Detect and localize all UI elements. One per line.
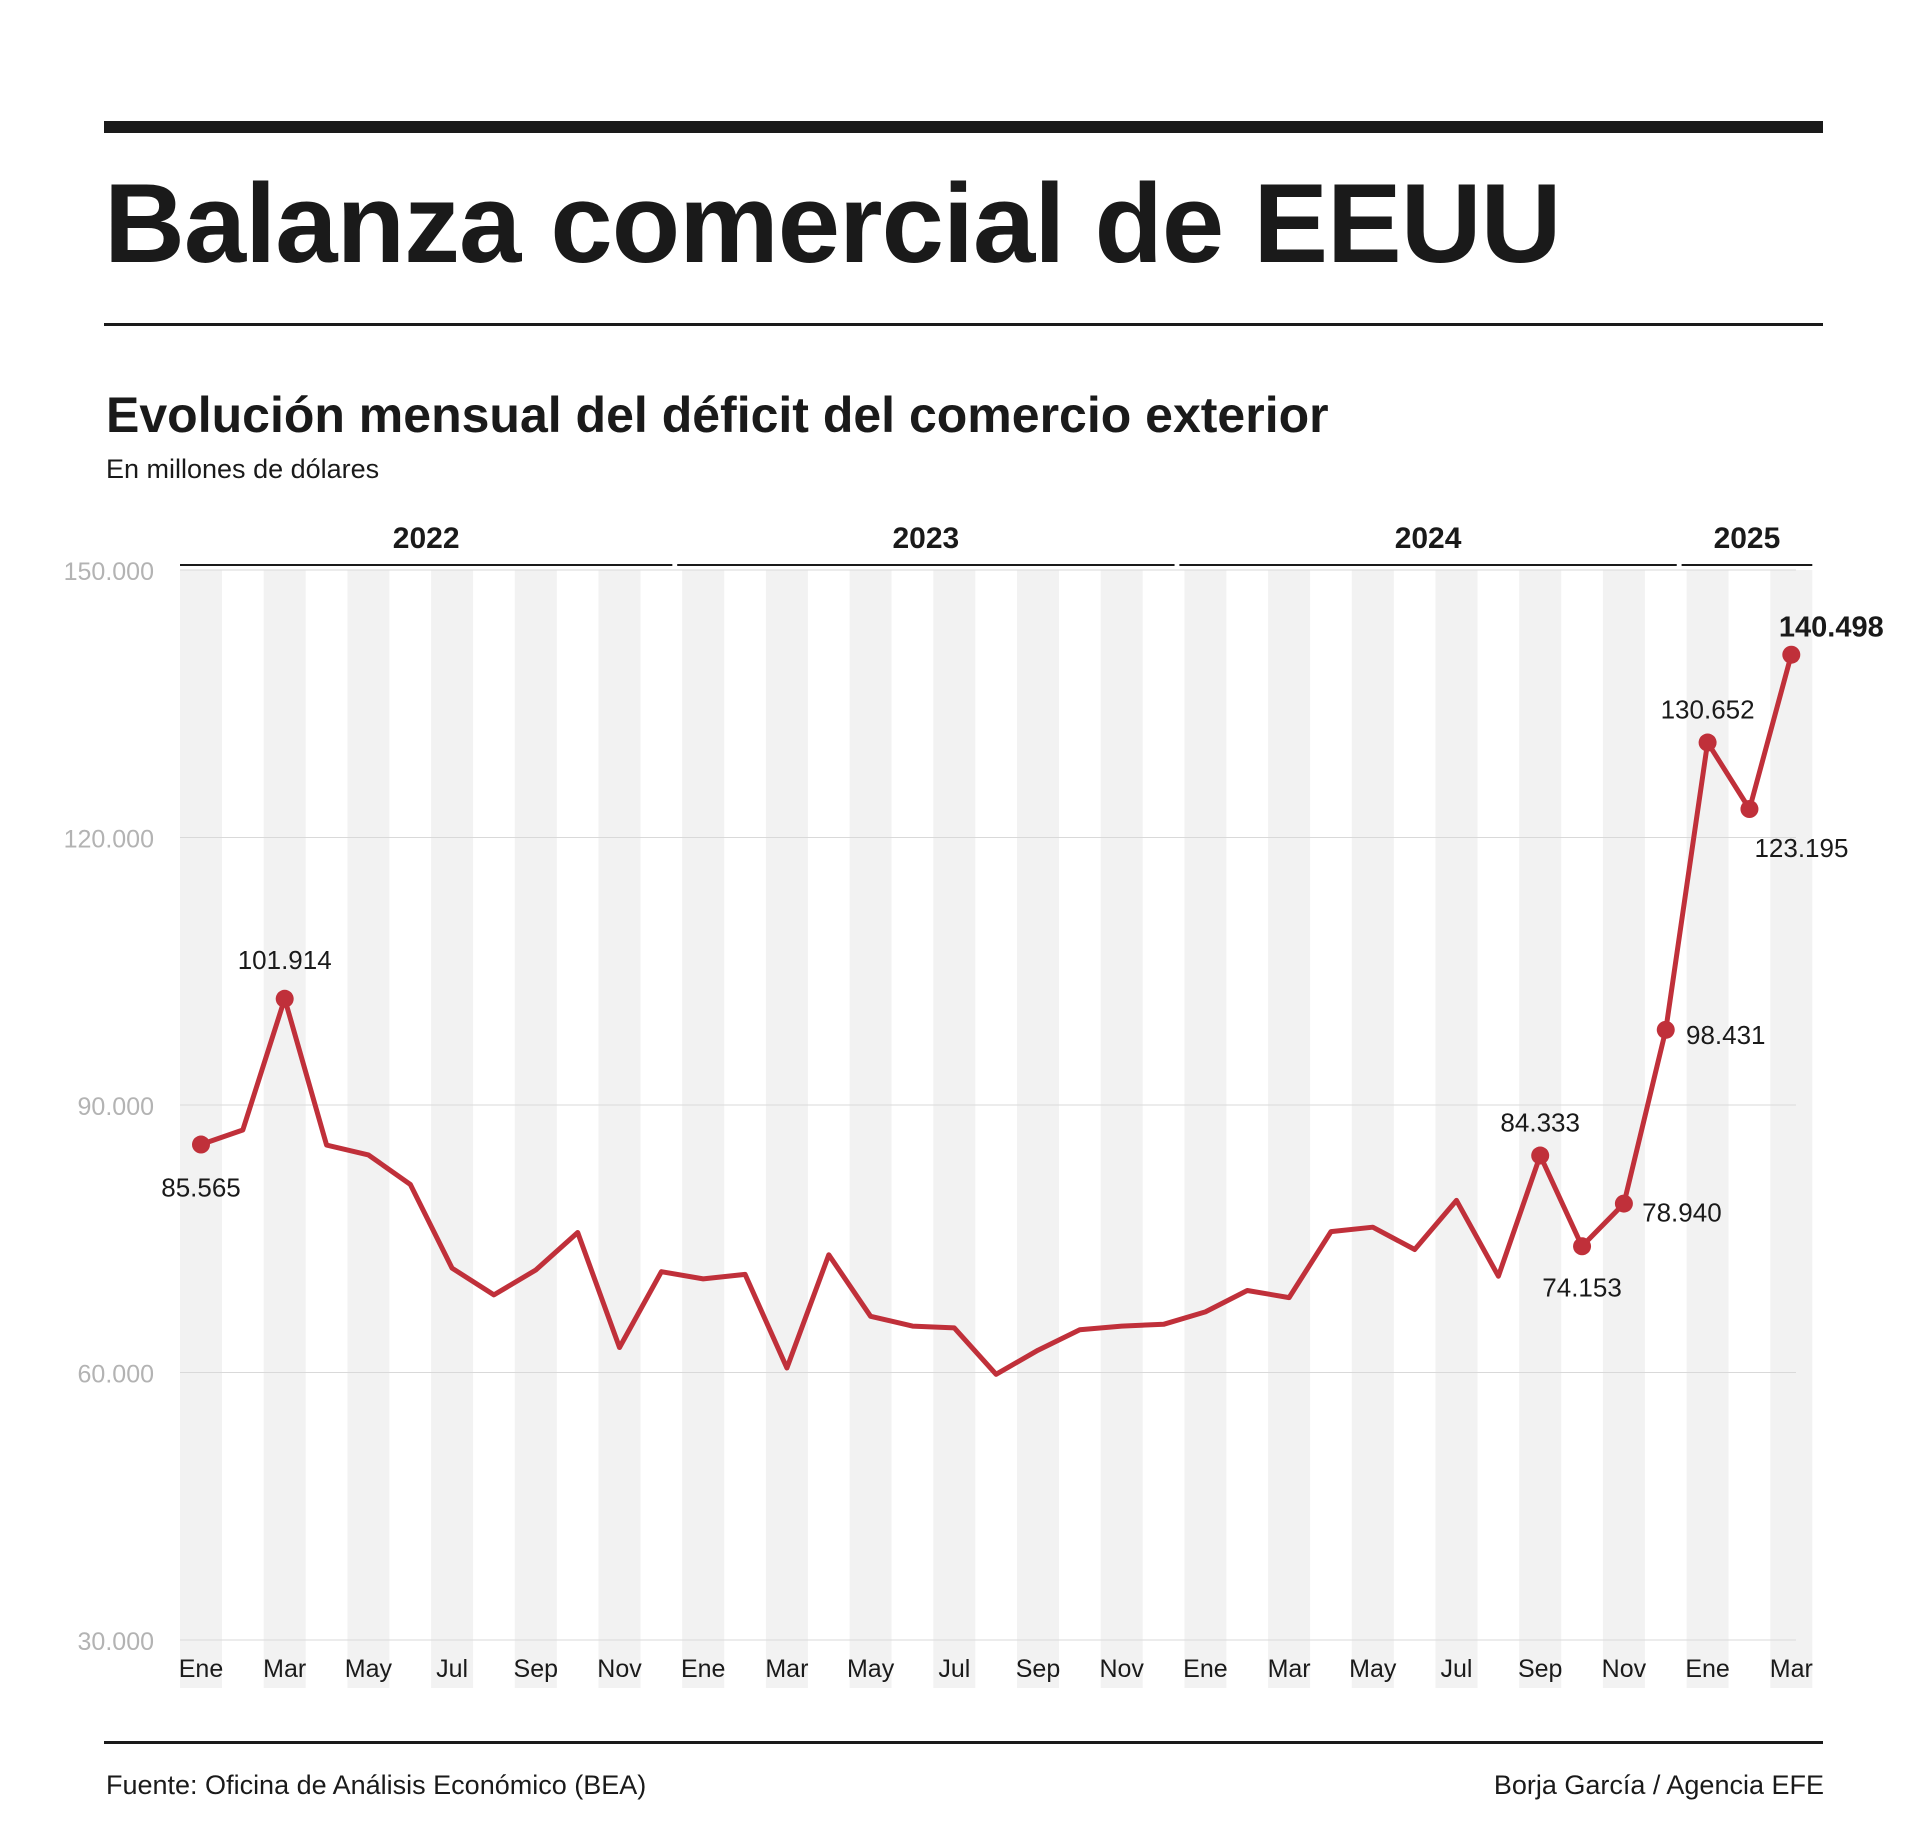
month-band: [263, 570, 306, 1688]
credit-note: Borja García / Agencia EFE: [1493, 1770, 1824, 1800]
x-tick-label: Ene: [1685, 1655, 1729, 1683]
month-band: [180, 570, 222, 1688]
series-line: [198, 652, 1794, 1377]
month-band: [347, 570, 390, 1688]
x-tick-label: May: [345, 1655, 393, 1683]
x-tick-label: Mar: [1770, 1655, 1813, 1683]
month-band: [765, 570, 808, 1688]
month-band: [1100, 570, 1143, 1688]
month-band: [598, 570, 641, 1688]
month-band: [1519, 570, 1562, 1688]
month-band: [1435, 570, 1478, 1688]
data-labels: 85.565 101.914 84.333 74.153 78.940 98.431 130…: [161, 612, 1883, 1303]
x-tick-label: Sep: [1016, 1655, 1060, 1683]
x-tick-label: Mar: [765, 1655, 808, 1683]
month-band: [682, 570, 725, 1688]
month-band: [431, 570, 474, 1688]
x-tick-label: Nov: [1602, 1655, 1647, 1683]
data-point: [1573, 1237, 1592, 1256]
year-label: 2022: [393, 522, 460, 555]
month-band: [1602, 570, 1645, 1688]
y-tick-label: 150.000: [64, 558, 154, 586]
y-tick-label: 90.000: [78, 1093, 154, 1121]
x-tick-label: Jul: [938, 1655, 970, 1683]
month-band: [933, 570, 976, 1688]
data-label: 140.498: [1779, 612, 1884, 644]
month-band: [1351, 570, 1394, 1688]
x-tick-label: Jul: [436, 1655, 468, 1683]
data-label: 78.940: [1642, 1198, 1722, 1228]
top-rule: [104, 121, 1823, 133]
month-band: [514, 570, 557, 1688]
page-title: Balanza comercial de EEUU: [104, 161, 1561, 286]
x-tick-label: Nov: [1099, 1655, 1144, 1683]
month-band: [1184, 570, 1227, 1688]
series-line-group: [198, 652, 1794, 1377]
x-tick-label: Sep: [1518, 1655, 1562, 1683]
grid-lines: [180, 569, 1796, 1641]
title-divider: [104, 323, 1823, 326]
month-bands: [180, 570, 1813, 1688]
month-band: [1268, 570, 1311, 1688]
data-label: 130.652: [1661, 695, 1755, 725]
data-label: 85.565: [161, 1173, 241, 1203]
x-tick-label: Sep: [514, 1655, 558, 1683]
data-point: [192, 1135, 210, 1154]
data-label: 74.153: [1542, 1272, 1622, 1302]
data-point: [1782, 645, 1801, 664]
data-label: 101.914: [238, 945, 332, 975]
month-band: [1770, 570, 1813, 1688]
x-axis-ticks: Ene Mar May Jul Sep Nov Ene Mar May Jul Sep Nov Ene M…: [179, 1655, 1813, 1683]
footer-divider: [104, 1741, 1823, 1744]
data-point: [1531, 1146, 1550, 1165]
chart-unit-label: En millones de dólares: [106, 454, 380, 484]
y-tick-label: 30.000: [78, 1628, 154, 1656]
month-band: [1017, 570, 1059, 1688]
y-tick-label: 120.000: [64, 826, 154, 854]
x-tick-label: Ene: [179, 1655, 223, 1683]
year-header: 2022 2023 2024 2025: [180, 522, 1813, 566]
data-point: [1740, 800, 1759, 819]
x-tick-label: Mar: [1268, 1655, 1311, 1683]
data-point: [1698, 733, 1717, 752]
data-label: 84.333: [1500, 1108, 1580, 1138]
x-tick-label: May: [847, 1655, 895, 1683]
y-tick-label: 60.000: [78, 1361, 154, 1389]
x-tick-label: May: [1349, 1655, 1397, 1683]
chart-subtitle: Evolución mensual del déficit del comerc…: [106, 387, 1329, 443]
year-label: 2023: [893, 522, 960, 555]
x-tick-label: Mar: [263, 1655, 306, 1683]
source-note: Fuente: Oficina de Análisis Económico (B…: [106, 1770, 647, 1800]
data-point: [275, 989, 294, 1008]
year-label: 2024: [1395, 522, 1462, 555]
y-axis-ticks: 30.000 60.000 90.000 120.000 150.000: [64, 558, 154, 1656]
data-label: 123.195: [1754, 833, 1848, 863]
data-point: [1614, 1194, 1633, 1213]
highlighted-points: [192, 645, 1801, 1256]
x-tick-label: Ene: [681, 1655, 725, 1683]
x-tick-label: Nov: [597, 1655, 642, 1683]
year-label: 2025: [1714, 522, 1781, 555]
month-band: [849, 570, 892, 1688]
data-point: [1656, 1020, 1675, 1039]
x-tick-label: Jul: [1441, 1655, 1473, 1683]
x-tick-label: Ene: [1183, 1655, 1227, 1683]
data-label: 98.431: [1686, 1020, 1766, 1050]
